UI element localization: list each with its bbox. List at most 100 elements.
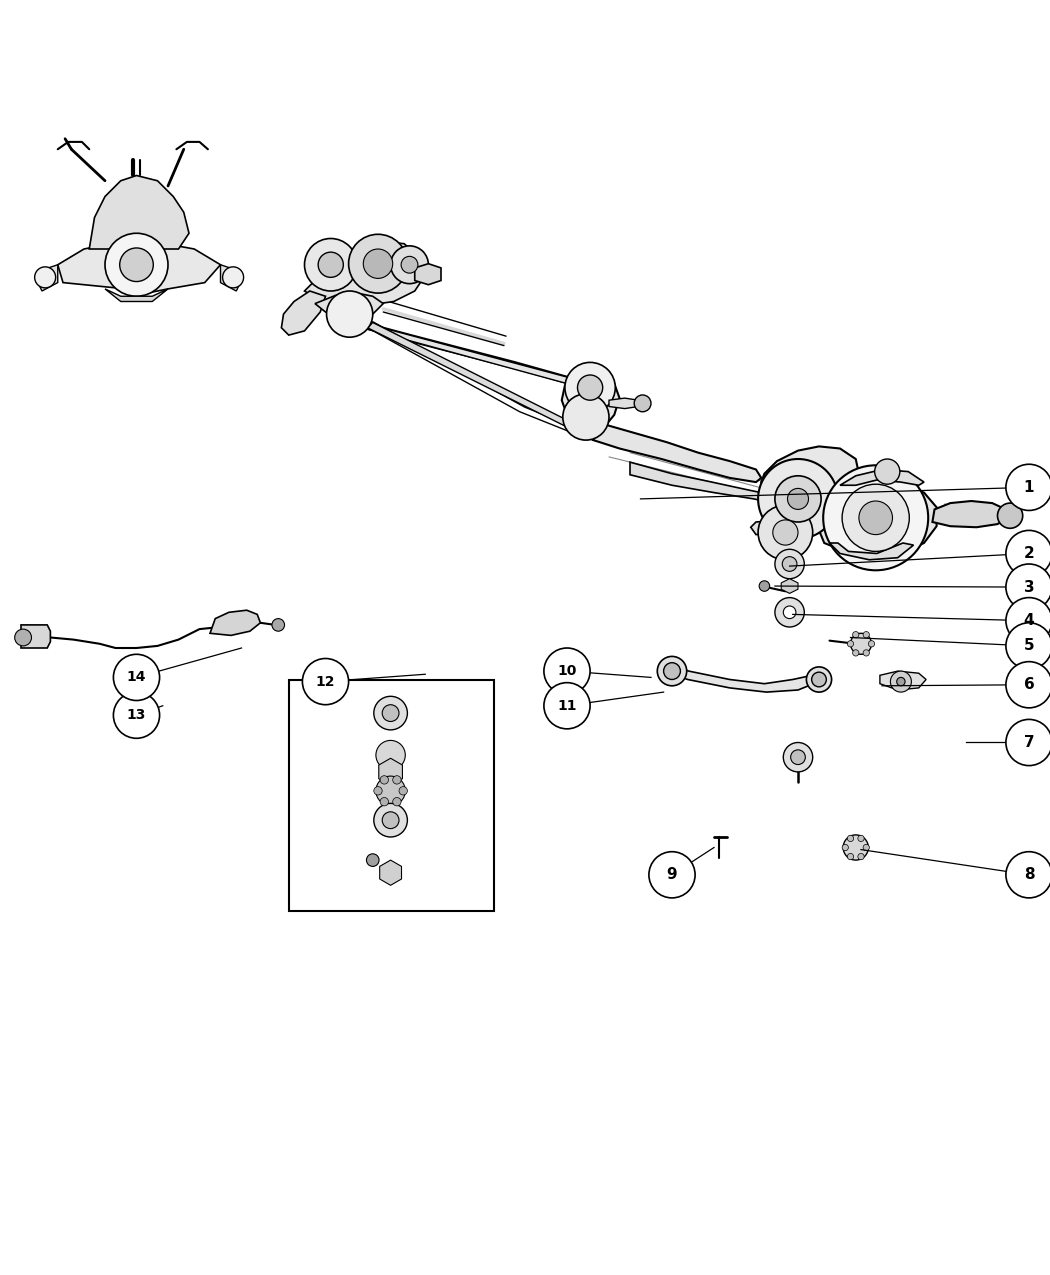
Circle shape bbox=[302, 658, 349, 705]
Circle shape bbox=[775, 550, 804, 579]
Circle shape bbox=[859, 501, 892, 534]
Circle shape bbox=[758, 505, 813, 560]
Circle shape bbox=[120, 247, 153, 282]
Circle shape bbox=[890, 671, 911, 692]
Polygon shape bbox=[105, 289, 168, 301]
Circle shape bbox=[544, 682, 590, 729]
Circle shape bbox=[272, 618, 285, 631]
Polygon shape bbox=[380, 861, 401, 885]
Text: 12: 12 bbox=[316, 674, 335, 688]
Circle shape bbox=[847, 640, 854, 646]
Circle shape bbox=[366, 854, 379, 867]
Circle shape bbox=[850, 634, 871, 654]
Circle shape bbox=[875, 459, 900, 484]
Circle shape bbox=[783, 742, 813, 771]
Circle shape bbox=[15, 629, 32, 646]
Polygon shape bbox=[281, 291, 326, 335]
Circle shape bbox=[664, 663, 680, 680]
Circle shape bbox=[863, 650, 869, 657]
Polygon shape bbox=[315, 293, 383, 319]
Circle shape bbox=[853, 650, 859, 657]
FancyBboxPatch shape bbox=[289, 680, 493, 910]
Circle shape bbox=[791, 750, 805, 765]
Circle shape bbox=[868, 640, 875, 646]
Polygon shape bbox=[609, 398, 638, 408]
Circle shape bbox=[788, 488, 808, 510]
Polygon shape bbox=[562, 368, 619, 436]
Polygon shape bbox=[840, 469, 924, 486]
Circle shape bbox=[657, 657, 687, 686]
Polygon shape bbox=[89, 176, 189, 249]
Circle shape bbox=[649, 852, 695, 898]
Text: 10: 10 bbox=[558, 664, 576, 678]
Circle shape bbox=[105, 233, 168, 296]
Text: 5: 5 bbox=[1024, 639, 1034, 653]
Circle shape bbox=[363, 249, 393, 278]
Circle shape bbox=[1006, 622, 1050, 669]
Circle shape bbox=[858, 853, 864, 859]
Circle shape bbox=[318, 252, 343, 278]
Circle shape bbox=[382, 812, 399, 829]
Polygon shape bbox=[37, 265, 58, 291]
Circle shape bbox=[374, 803, 407, 836]
Circle shape bbox=[578, 375, 603, 400]
Circle shape bbox=[782, 557, 797, 571]
Polygon shape bbox=[210, 611, 260, 635]
Circle shape bbox=[1006, 564, 1050, 611]
Polygon shape bbox=[220, 265, 242, 291]
Polygon shape bbox=[21, 625, 50, 648]
Circle shape bbox=[847, 853, 854, 859]
Polygon shape bbox=[379, 759, 402, 785]
Polygon shape bbox=[761, 446, 859, 492]
Polygon shape bbox=[880, 671, 926, 690]
Polygon shape bbox=[304, 241, 425, 307]
Circle shape bbox=[1006, 852, 1050, 898]
Circle shape bbox=[775, 598, 804, 627]
Text: 1: 1 bbox=[1024, 479, 1034, 495]
Circle shape bbox=[376, 776, 405, 806]
Circle shape bbox=[565, 362, 615, 413]
Circle shape bbox=[812, 672, 826, 687]
Circle shape bbox=[399, 787, 407, 796]
Circle shape bbox=[327, 291, 373, 337]
Polygon shape bbox=[368, 323, 598, 440]
Circle shape bbox=[304, 238, 357, 291]
Circle shape bbox=[773, 520, 798, 546]
Text: 14: 14 bbox=[127, 671, 146, 685]
Text: 4: 4 bbox=[1024, 613, 1034, 629]
Circle shape bbox=[634, 395, 651, 412]
Circle shape bbox=[847, 835, 854, 842]
Circle shape bbox=[858, 835, 864, 842]
Text: 7: 7 bbox=[1024, 734, 1034, 750]
Polygon shape bbox=[630, 462, 798, 505]
Circle shape bbox=[382, 705, 399, 722]
Circle shape bbox=[863, 631, 869, 638]
Polygon shape bbox=[815, 482, 937, 556]
Polygon shape bbox=[830, 543, 914, 560]
Circle shape bbox=[391, 246, 428, 283]
Circle shape bbox=[783, 606, 796, 618]
Circle shape bbox=[393, 775, 401, 784]
Circle shape bbox=[998, 504, 1023, 528]
Polygon shape bbox=[415, 264, 441, 284]
Polygon shape bbox=[672, 667, 819, 692]
Circle shape bbox=[563, 394, 609, 440]
Circle shape bbox=[843, 835, 868, 861]
Circle shape bbox=[897, 677, 905, 686]
Polygon shape bbox=[593, 423, 761, 482]
Polygon shape bbox=[932, 501, 1008, 528]
Text: 11: 11 bbox=[558, 699, 576, 713]
Polygon shape bbox=[58, 238, 220, 293]
Circle shape bbox=[113, 654, 160, 700]
Text: 8: 8 bbox=[1024, 867, 1034, 882]
Circle shape bbox=[1006, 598, 1050, 644]
Text: 2: 2 bbox=[1024, 546, 1034, 561]
Circle shape bbox=[223, 266, 244, 288]
Circle shape bbox=[842, 844, 848, 850]
Circle shape bbox=[1006, 464, 1050, 510]
Text: 9: 9 bbox=[667, 867, 677, 882]
Circle shape bbox=[349, 235, 407, 293]
Circle shape bbox=[374, 787, 382, 796]
Polygon shape bbox=[781, 579, 798, 593]
Polygon shape bbox=[751, 518, 824, 534]
